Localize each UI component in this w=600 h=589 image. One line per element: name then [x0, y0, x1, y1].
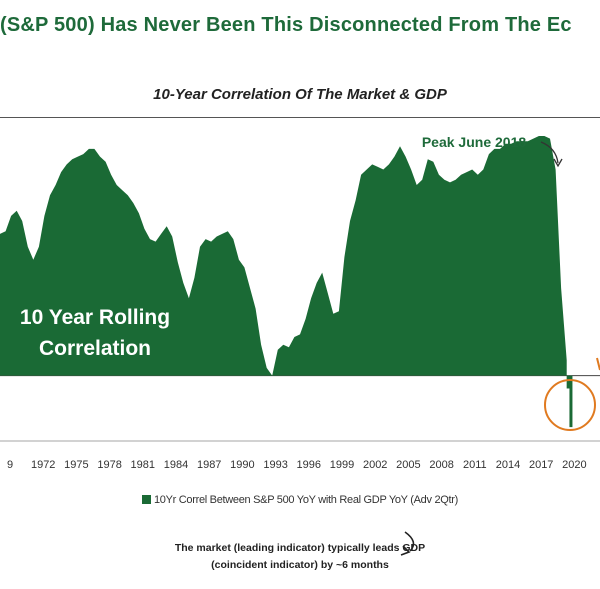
peak-arrow [540, 141, 559, 164]
highlight-circle [544, 379, 596, 431]
x-tick-label: 2008 [429, 459, 453, 471]
x-tick-label: 1987 [197, 459, 221, 471]
footnote-arrow [404, 531, 415, 552]
x-tick-label: 9 [7, 459, 13, 471]
correlation-area [0, 136, 567, 376]
x-tick-label: 1993 [263, 459, 287, 471]
legend: 10Yr Correl Between S&P 500 YoY with Rea… [0, 494, 600, 506]
peak-annotation: Peak June 2018 [422, 134, 527, 150]
negative-correlation-bar [569, 375, 573, 428]
x-tick-label: 1999 [330, 459, 354, 471]
x-tick-label: 1996 [297, 459, 321, 471]
footnote-line-1: The market (leading indicator) typically… [174, 542, 426, 554]
chart-title: 10-Year Correlation Of The Market & GDP [153, 86, 447, 103]
plot-top-border [0, 117, 600, 118]
legend-swatch [141, 495, 151, 504]
negative-correlation-bar [566, 375, 570, 389]
x-tick-label: 2005 [396, 459, 420, 471]
inner-label-line-1: 10 Year Rolling [20, 306, 170, 329]
x-tick-label: 1990 [230, 459, 254, 471]
x-tick-label: 2014 [496, 459, 520, 471]
peak-arrow-head [553, 158, 563, 168]
x-tick-label: 1975 [64, 459, 88, 471]
x-tick-label: 2017 [529, 459, 553, 471]
headline: (S&P 500) Has Never Been This Disconnect… [0, 14, 572, 36]
x-tick-label: 2020 [562, 459, 586, 471]
inner-label-line-2: Correlation [39, 337, 151, 360]
footnote-arrow-head [400, 545, 411, 556]
x-tick-label: 1981 [131, 459, 155, 471]
x-tick-label: 2011 [463, 459, 487, 471]
x-tick-label: 1984 [164, 459, 188, 471]
footnote: The market (leading indicator) typically… [60, 540, 540, 574]
legend-label: 10Yr Correl Between S&P 500 YoY with Rea… [153, 494, 459, 506]
x-tick-label: 1972 [31, 459, 55, 471]
x-tick-label: 1978 [97, 459, 121, 471]
x-tick-label: 2002 [363, 459, 387, 471]
footnote-line-2: (coincident indicator) by ~6 months [211, 559, 389, 571]
